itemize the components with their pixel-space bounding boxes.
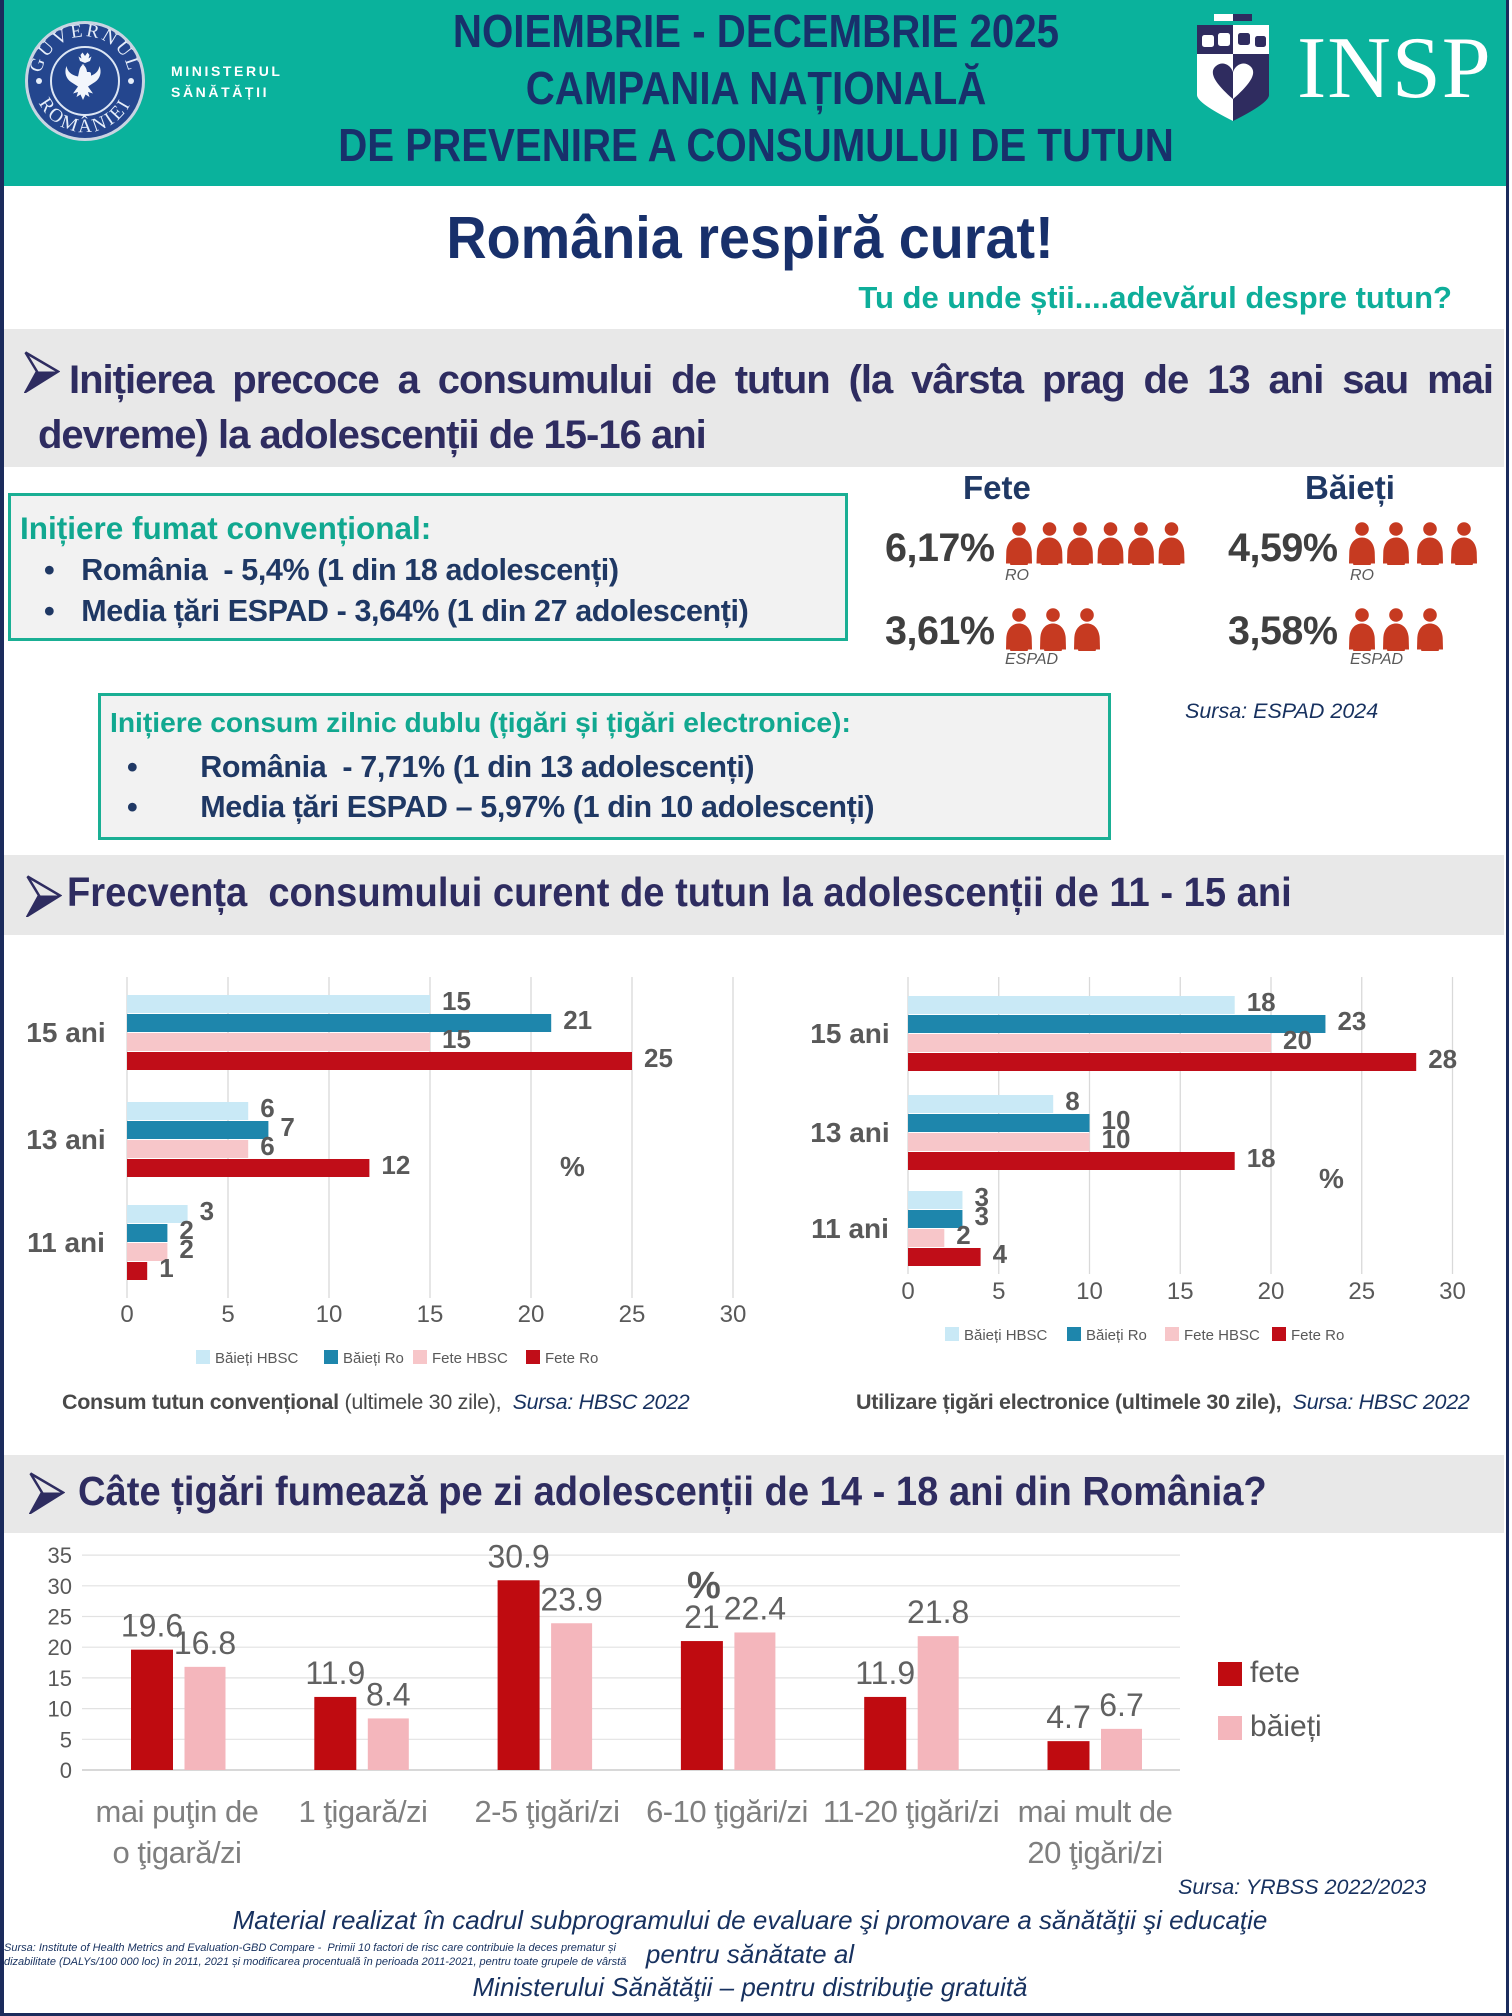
svg-text:Băieți HBSC: Băieți HBSC [215,1350,299,1367]
svg-text:0: 0 [120,1301,133,1328]
svg-text:Băieți Ro: Băieți Ro [1086,1327,1147,1344]
svg-text:30: 30 [720,1301,747,1328]
svg-text:6: 6 [260,1131,274,1161]
svg-text:3: 3 [974,1201,988,1231]
svg-text:25: 25 [48,1605,72,1630]
svg-text:Fete Ro: Fete Ro [1291,1327,1344,1344]
svg-text:21.8: 21.8 [907,1594,969,1630]
svg-text:25: 25 [1348,1278,1375,1305]
svg-text:23: 23 [1337,1006,1366,1036]
svg-text:30.9: 30.9 [487,1538,549,1574]
svg-text:4: 4 [993,1239,1008,1269]
svg-text:10: 10 [1102,1105,1131,1135]
svg-text:0: 0 [60,1758,72,1783]
svg-text:15: 15 [442,986,471,1016]
svg-text:25: 25 [619,1301,646,1328]
svg-text:13 ani: 13 ani [810,1117,889,1148]
svg-text:4.7: 4.7 [1046,1699,1090,1735]
svg-text:15 ani: 15 ani [810,1018,889,1049]
svg-text:23.9: 23.9 [540,1581,602,1617]
svg-text:%: % [1319,1163,1344,1194]
svg-text:6: 6 [260,1093,274,1123]
svg-text:21: 21 [684,1599,720,1635]
svg-text:fete: fete [1250,1656,1300,1689]
svg-text:3: 3 [200,1196,214,1226]
svg-text:15: 15 [417,1301,444,1328]
svg-text:21: 21 [563,1005,592,1035]
svg-text:2: 2 [179,1215,193,1245]
svg-text:7: 7 [280,1112,294,1142]
svg-text:19.6: 19.6 [121,1608,183,1644]
svg-text:22.4: 22.4 [724,1590,786,1626]
svg-text:5: 5 [992,1278,1005,1305]
svg-text:10: 10 [1102,1124,1131,1154]
svg-text:18: 18 [1247,987,1276,1017]
svg-text:20: 20 [1258,1278,1285,1305]
svg-text:Băieți Ro: Băieți Ro [343,1350,404,1367]
svg-text:12: 12 [381,1150,410,1180]
svg-text:8.4: 8.4 [366,1676,410,1712]
svg-text:11 ani: 11 ani [27,1227,105,1258]
svg-text:20: 20 [518,1301,545,1328]
svg-text:25: 25 [644,1043,673,1073]
svg-text:6.7: 6.7 [1099,1687,1143,1723]
svg-text:20: 20 [48,1635,72,1660]
svg-text:10: 10 [316,1301,343,1328]
svg-text:%: % [560,1151,585,1182]
svg-text:3: 3 [974,1182,988,1212]
svg-text:%: % [687,1565,721,1607]
svg-text:băieți: băieți [1250,1710,1322,1743]
svg-text:10: 10 [48,1697,72,1722]
svg-text:20: 20 [1283,1025,1312,1055]
svg-text:16.8: 16.8 [174,1625,236,1661]
svg-text:15: 15 [1167,1278,1194,1305]
svg-text:18: 18 [1247,1143,1276,1173]
svg-text:Băieți HBSC: Băieți HBSC [964,1327,1048,1344]
svg-text:2: 2 [956,1220,970,1250]
svg-text:13 ani: 13 ani [26,1124,105,1155]
svg-text:11.9: 11.9 [305,1655,365,1691]
svg-text:35: 35 [48,1543,72,1568]
svg-text:30: 30 [48,1574,72,1599]
svg-text:0: 0 [901,1278,914,1305]
svg-text:Fete HBSC: Fete HBSC [1184,1327,1260,1344]
svg-text:5: 5 [60,1727,72,1752]
svg-text:11 ani: 11 ani [811,1213,889,1244]
svg-text:2: 2 [179,1234,193,1264]
svg-text:28: 28 [1428,1044,1457,1074]
svg-text:10: 10 [1076,1278,1103,1305]
svg-text:5: 5 [221,1301,234,1328]
svg-text:INSP: INSP [1297,20,1490,117]
svg-text:8: 8 [1065,1086,1079,1116]
svg-text:11.9: 11.9 [855,1655,915,1691]
svg-text:15: 15 [48,1666,72,1691]
svg-text:Fete HBSC: Fete HBSC [432,1350,508,1367]
svg-text:15 ani: 15 ani [26,1017,105,1048]
svg-text:Fete Ro: Fete Ro [545,1350,598,1367]
svg-text:30: 30 [1439,1278,1466,1305]
svg-text:15: 15 [442,1024,471,1054]
svg-text:1: 1 [159,1253,173,1283]
